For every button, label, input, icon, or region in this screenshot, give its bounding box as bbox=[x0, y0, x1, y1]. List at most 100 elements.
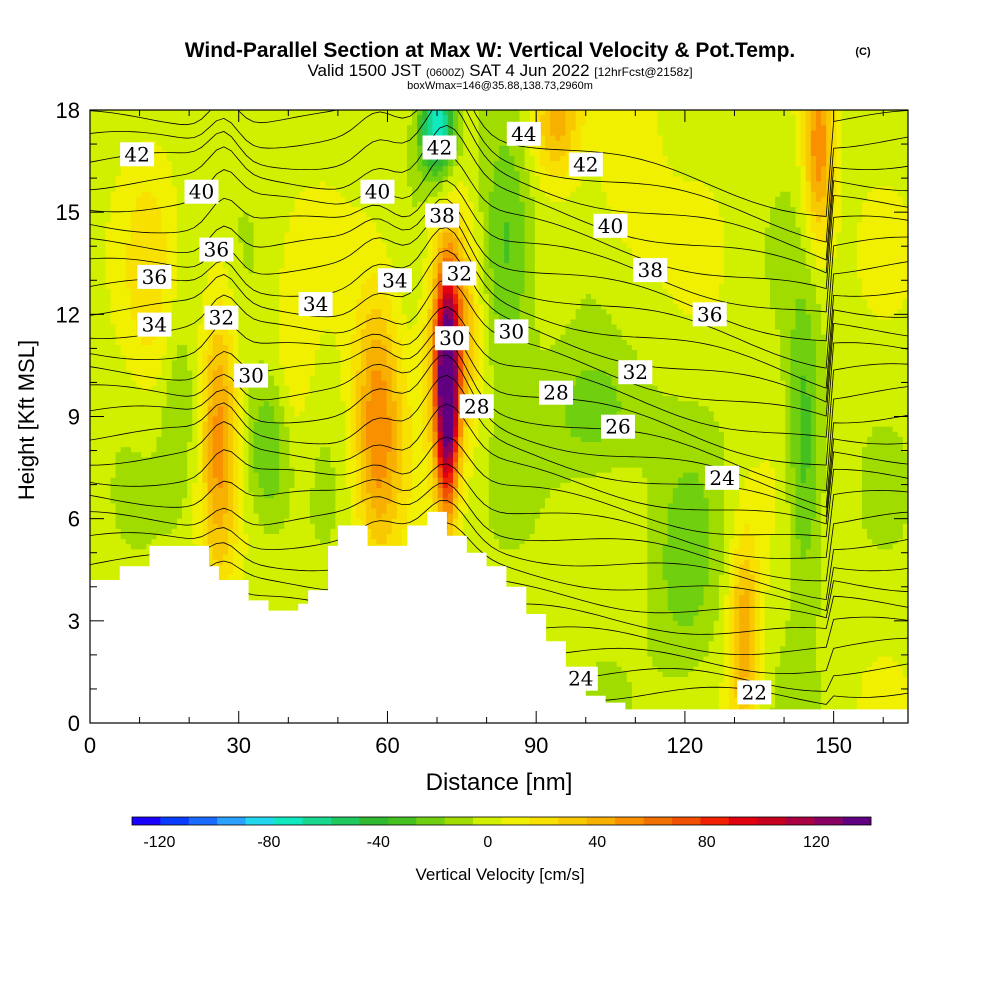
w-cell bbox=[714, 161, 720, 167]
w-cell bbox=[371, 115, 377, 121]
w-cell bbox=[729, 110, 735, 116]
w-cell bbox=[693, 233, 699, 239]
w-cell bbox=[550, 141, 556, 147]
w-cell bbox=[392, 156, 398, 162]
w-cell bbox=[392, 110, 398, 116]
w-cell bbox=[126, 125, 132, 131]
w-cell bbox=[151, 171, 157, 177]
w-cell bbox=[473, 222, 479, 228]
w-cell bbox=[611, 125, 617, 131]
w-cell bbox=[821, 182, 827, 188]
w-cell bbox=[857, 192, 863, 198]
w-cell bbox=[806, 166, 812, 172]
w-cell bbox=[806, 176, 812, 182]
w-cell bbox=[744, 156, 750, 162]
w-cell bbox=[177, 115, 183, 121]
w-cell bbox=[269, 171, 275, 177]
w-cell bbox=[826, 115, 832, 121]
w-cell bbox=[110, 258, 116, 264]
w-cell bbox=[182, 207, 188, 213]
w-cell bbox=[269, 233, 275, 239]
w-cell bbox=[750, 192, 756, 198]
w-cell bbox=[816, 192, 822, 198]
w-cell bbox=[663, 176, 669, 182]
w-cell bbox=[647, 130, 653, 136]
w-cell bbox=[586, 253, 592, 259]
w-cell bbox=[673, 258, 679, 264]
w-cell bbox=[652, 192, 658, 198]
w-cell bbox=[581, 207, 587, 213]
w-cell bbox=[325, 176, 331, 182]
w-cell bbox=[397, 202, 403, 208]
w-cell bbox=[116, 253, 122, 259]
w-cell bbox=[121, 268, 127, 274]
w-cell bbox=[688, 197, 694, 203]
w-cell bbox=[177, 171, 183, 177]
w-cell bbox=[862, 146, 868, 152]
w-cell bbox=[427, 197, 433, 203]
w-cell bbox=[857, 146, 863, 152]
w-cell bbox=[862, 263, 868, 269]
w-cell bbox=[121, 248, 127, 254]
w-cell bbox=[627, 176, 633, 182]
w-cell bbox=[719, 238, 725, 244]
w-cell bbox=[172, 156, 178, 162]
w-cell bbox=[560, 171, 566, 177]
w-cell bbox=[141, 197, 147, 203]
w-cell bbox=[519, 161, 525, 167]
w-cell bbox=[131, 268, 137, 274]
w-cell bbox=[279, 120, 285, 126]
w-cell bbox=[852, 136, 858, 142]
w-cell bbox=[397, 141, 403, 147]
w-cell bbox=[560, 166, 566, 172]
w-cell bbox=[811, 217, 817, 223]
w-cell bbox=[596, 263, 602, 269]
w-cell bbox=[264, 166, 270, 172]
w-cell bbox=[663, 125, 669, 131]
w-cell bbox=[131, 197, 137, 203]
w-cell bbox=[366, 222, 372, 228]
w-cell bbox=[100, 120, 106, 126]
w-cell bbox=[877, 136, 883, 142]
w-cell bbox=[468, 217, 474, 223]
w-cell bbox=[279, 110, 285, 116]
w-cell bbox=[162, 115, 168, 121]
w-cell bbox=[724, 233, 730, 239]
w-cell bbox=[489, 248, 495, 254]
w-cell bbox=[801, 212, 807, 218]
w-cell bbox=[167, 253, 173, 259]
w-cell bbox=[284, 187, 290, 193]
w-cell bbox=[862, 176, 868, 182]
w-cell bbox=[765, 151, 771, 157]
w-cell bbox=[811, 248, 817, 254]
w-cell bbox=[110, 268, 116, 274]
w-cell bbox=[525, 171, 531, 177]
w-cell bbox=[657, 233, 663, 239]
w-cell bbox=[407, 146, 413, 152]
w-cell bbox=[729, 187, 735, 193]
w-cell bbox=[412, 263, 418, 269]
w-cell bbox=[673, 161, 679, 167]
w-cell bbox=[565, 141, 571, 147]
w-cell bbox=[673, 197, 679, 203]
w-cell bbox=[121, 115, 127, 121]
w-cell bbox=[289, 176, 295, 182]
w-cell bbox=[156, 166, 162, 172]
w-cell bbox=[576, 253, 582, 259]
w-cell bbox=[494, 202, 500, 208]
w-cell bbox=[167, 233, 173, 239]
w-cell bbox=[182, 258, 188, 264]
w-cell bbox=[121, 222, 127, 228]
w-cell bbox=[724, 171, 730, 177]
w-cell bbox=[197, 233, 203, 239]
w-cell bbox=[867, 243, 873, 249]
w-cell bbox=[514, 187, 520, 193]
w-cell bbox=[514, 263, 520, 269]
w-cell bbox=[801, 207, 807, 213]
w-cell bbox=[315, 207, 321, 213]
copyright-mark: (C) bbox=[855, 46, 871, 58]
w-cell bbox=[801, 141, 807, 147]
w-cell bbox=[494, 197, 500, 203]
w-cell bbox=[509, 227, 515, 233]
w-cell bbox=[167, 115, 173, 121]
